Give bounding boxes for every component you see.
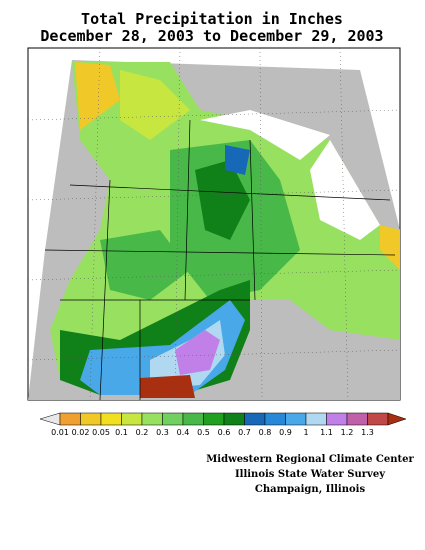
- legend-label: 1.2: [341, 428, 354, 437]
- footer: Midwestern Regional Climate Center Illino…: [206, 454, 414, 495]
- legend-swatch: [162, 412, 184, 426]
- legend-label: 1.1: [320, 428, 333, 437]
- footer-line: Illinois State Water Survey: [235, 469, 386, 480]
- legend-label: 0.6: [218, 428, 231, 437]
- legend-label: 0.4: [177, 428, 190, 437]
- legend-label: 0.8: [259, 428, 272, 437]
- legend-label: 0.01: [51, 428, 69, 437]
- legend-label: 1: [303, 428, 308, 437]
- legend-swatch: [203, 412, 225, 426]
- map: [27, 47, 401, 401]
- footer-line: Champaign, Illinois: [255, 484, 366, 495]
- legend-swatch: [80, 412, 102, 426]
- legend-swatch: [264, 412, 286, 426]
- legend-swatch: [285, 412, 307, 426]
- legend-swatch: [367, 412, 389, 426]
- legend-label: 1.3: [361, 428, 374, 437]
- legend-swatch: [182, 412, 204, 426]
- legend-label: 0.02: [72, 428, 90, 437]
- legend-label: 0.7: [238, 428, 251, 437]
- legend-swatch: [346, 412, 368, 426]
- legend-swatch: [59, 412, 81, 426]
- legend-swatch: [305, 412, 327, 426]
- legend-swatch: [121, 412, 143, 426]
- legend-label: 0.5: [197, 428, 210, 437]
- legend-label: 0.05: [92, 428, 110, 437]
- legend-label: 0.1: [115, 428, 128, 437]
- legend-label: 0.3: [156, 428, 169, 437]
- legend-swatch: [100, 412, 122, 426]
- legend-label: 0.2: [136, 428, 149, 437]
- legend-swatch: [326, 412, 348, 426]
- subtitle: December 28, 2003 to December 29, 2003: [40, 27, 383, 45]
- legend-swatch: [141, 412, 163, 426]
- legend-label: 0.9: [279, 428, 292, 437]
- legend-swatch: [223, 412, 245, 426]
- legend-arrow: [387, 412, 407, 426]
- title: Total Precipitation in Inches: [81, 10, 343, 28]
- legend-arrow: [39, 412, 61, 426]
- legend: 0.01 0.02 0.05 0.1 0.2 0.3 0.4 0.5 0.6 0.7 0.8 0.9 1…: [39, 412, 407, 437]
- legend-swatch: [244, 412, 266, 426]
- footer-line: Midwestern Regional Climate Center: [206, 454, 414, 465]
